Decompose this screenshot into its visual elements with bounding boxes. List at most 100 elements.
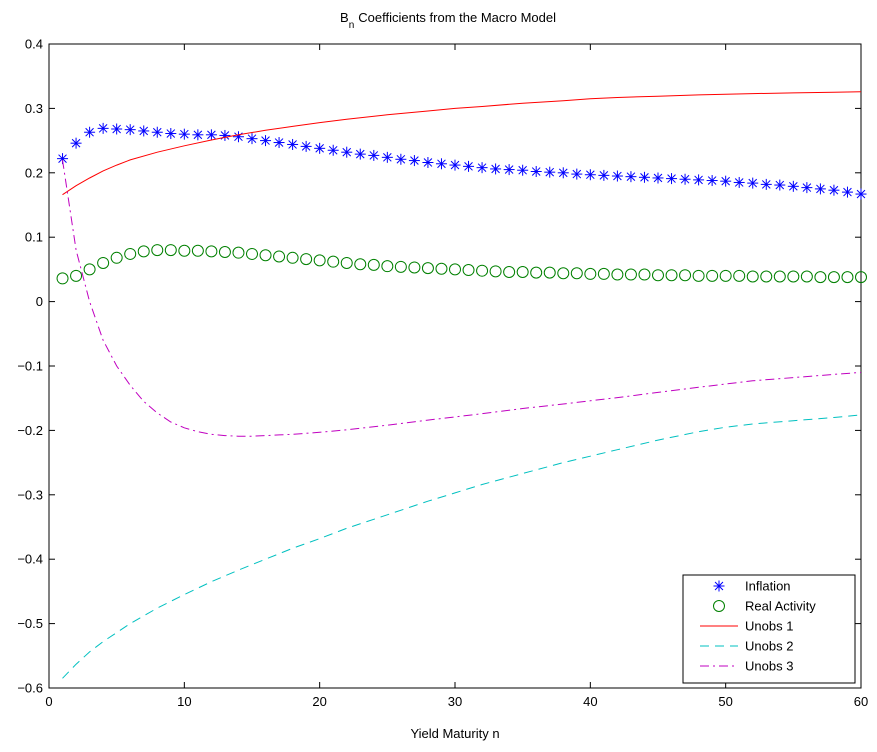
data-point	[354, 258, 367, 271]
legend-item-inflation: Inflation	[713, 579, 791, 594]
data-point	[693, 174, 705, 186]
data-point	[652, 172, 664, 184]
x-axis: 0 10 20 30 40 50 60	[45, 44, 868, 709]
data-point	[83, 263, 96, 276]
data-point	[408, 261, 421, 274]
data-point	[787, 270, 800, 283]
data-point	[679, 269, 692, 282]
y-tick-label: 0.1	[25, 230, 43, 245]
data-point	[584, 267, 597, 280]
data-point	[665, 269, 678, 282]
data-point	[544, 166, 556, 178]
series-inflation	[57, 122, 867, 200]
legend: Inflation Real Activity Unobs 1 Unobs 2 Unob…	[682, 574, 856, 684]
data-point	[719, 269, 732, 282]
data-point	[205, 129, 217, 141]
data-point	[205, 245, 218, 258]
chart-title-subscript: n	[349, 20, 355, 31]
data-point	[435, 262, 448, 275]
data-point	[408, 155, 420, 167]
data-point	[138, 125, 150, 137]
data-point	[828, 184, 840, 196]
x-tick-label: 30	[448, 694, 462, 709]
legend-entries: Inflation Real Activity Unobs 1 Unobs 2 Unob…	[700, 579, 816, 674]
data-point	[638, 171, 650, 183]
y-tick-label: −0.3	[17, 487, 43, 502]
series-line	[62, 91, 862, 196]
y-tick-label: −0.5	[17, 616, 43, 631]
data-point	[516, 265, 529, 278]
data-point	[165, 128, 177, 140]
data-point	[597, 267, 610, 280]
data-point	[368, 149, 380, 161]
legend-label: Unobs 1	[745, 619, 793, 634]
data-point	[557, 267, 570, 280]
data-point	[463, 160, 475, 172]
data-point	[151, 244, 164, 257]
x-tick-label: 50	[718, 694, 732, 709]
data-point	[313, 254, 326, 267]
data-point	[666, 173, 678, 185]
chart-title-text: Coefficients from the Macro Model	[358, 10, 556, 25]
data-point	[679, 173, 691, 185]
data-point	[476, 264, 489, 277]
data-point	[111, 123, 123, 135]
data-point	[760, 178, 772, 190]
legend-marker	[713, 580, 725, 592]
data-point	[530, 266, 543, 279]
series-line	[62, 414, 862, 679]
data-point	[259, 249, 272, 262]
legend-label: Unobs 3	[745, 659, 793, 674]
x-tick-label: 0	[45, 694, 52, 709]
data-point	[124, 247, 137, 260]
legend-item-real-activity: Real Activity	[713, 599, 816, 614]
data-point	[841, 271, 854, 284]
data-point	[747, 177, 759, 189]
legend-item-unobs-2: Unobs 2	[700, 639, 793, 654]
data-point	[449, 263, 461, 276]
data-point	[84, 126, 96, 138]
legend-label: Real Activity	[745, 599, 816, 614]
data-point	[354, 148, 366, 160]
data-point	[394, 260, 407, 273]
data-point	[300, 253, 313, 266]
y-tick-label: 0.2	[25, 165, 43, 180]
data-point	[70, 269, 83, 282]
legend-label: Inflation	[745, 579, 791, 594]
data-point	[625, 171, 637, 183]
data-point	[489, 265, 502, 278]
data-point	[841, 186, 853, 198]
data-point	[557, 167, 569, 179]
data-point	[273, 250, 286, 263]
y-axis: −0.6 −0.5 −0.4 −0.3 −0.2 −0.1 0 0.1 0.2 0.3 0.4	[17, 37, 861, 696]
legend-marker	[713, 600, 725, 612]
data-point	[70, 137, 82, 149]
data-point	[178, 128, 190, 140]
data-point	[314, 142, 326, 154]
data-point	[517, 164, 529, 176]
y-tick-label: −0.6	[17, 681, 43, 696]
data-point	[490, 163, 502, 175]
y-tick-label: 0.4	[25, 37, 43, 52]
y-tick-label: 0	[36, 294, 43, 309]
data-point	[367, 258, 380, 271]
data-point	[435, 158, 447, 170]
data-point	[178, 244, 191, 257]
data-point	[232, 131, 244, 143]
data-point	[246, 247, 258, 260]
data-point	[246, 133, 258, 145]
data-point	[232, 246, 245, 259]
series-layer	[56, 91, 867, 679]
data-point	[760, 270, 773, 283]
data-point	[773, 270, 786, 283]
data-point	[219, 129, 231, 141]
data-point	[286, 251, 299, 264]
data-point	[801, 182, 813, 194]
series-line	[62, 159, 862, 437]
data-point	[638, 268, 651, 281]
data-point	[774, 179, 786, 191]
data-point	[327, 255, 340, 268]
data-point	[787, 180, 799, 192]
data-point	[327, 144, 339, 156]
